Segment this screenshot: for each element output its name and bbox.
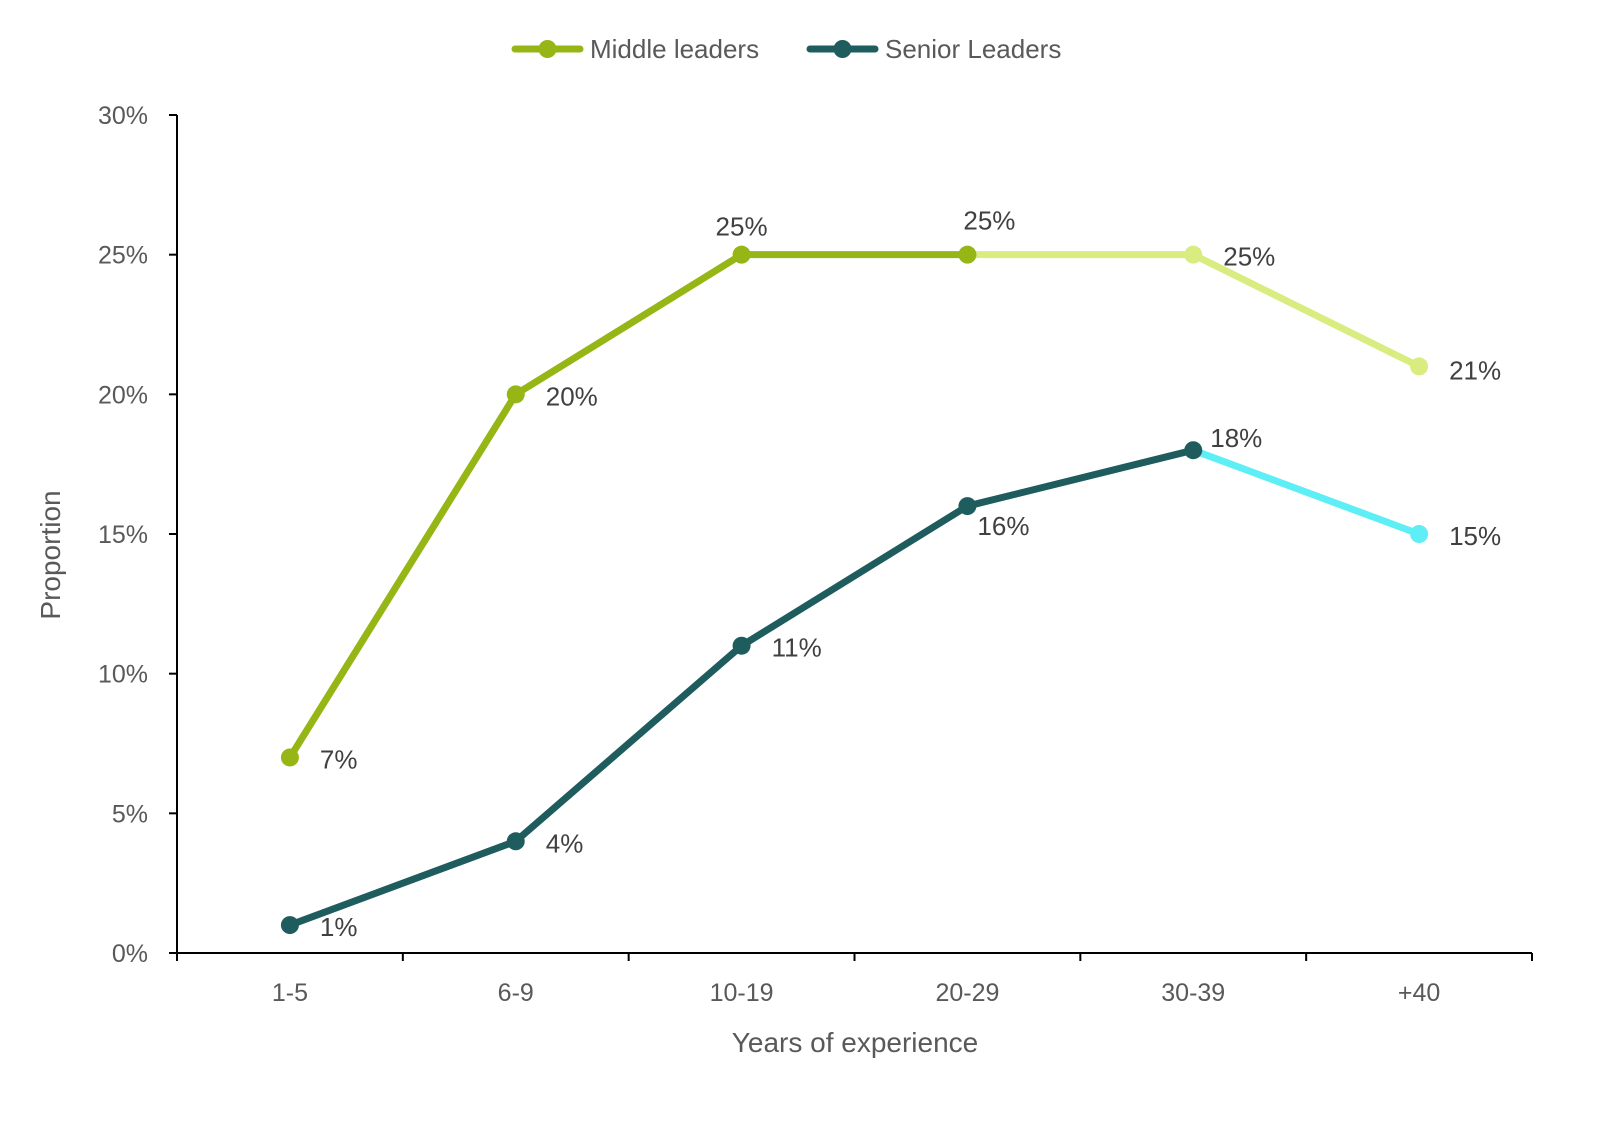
y-tick-label: 20% bbox=[98, 381, 148, 409]
data-point-middle-leaders bbox=[958, 245, 977, 264]
y-tick-label: 10% bbox=[98, 661, 148, 689]
series-senior-leaders: 1% 4% 11% 16% 18% 15% bbox=[280, 423, 1501, 942]
y-tick-label: 25% bbox=[98, 242, 148, 270]
data-point-senior-leaders bbox=[958, 497, 977, 516]
x-tick-label: 1-5 bbox=[272, 979, 308, 1007]
data-point-senior-leaders bbox=[506, 832, 525, 851]
series-middle-leaders: 7% 20% 25% 25% 25% 21% bbox=[280, 206, 1501, 774]
data-label-senior-leaders: 11% bbox=[772, 633, 822, 663]
y-tick-label: 0% bbox=[112, 940, 148, 968]
x-tick-label: 6-9 bbox=[498, 979, 534, 1007]
data-label-middle-leaders: 7% bbox=[320, 744, 358, 774]
data-label-middle-leaders: 25% bbox=[716, 212, 768, 242]
data-label-senior-leaders: 16% bbox=[977, 511, 1029, 541]
y-tick-label: 15% bbox=[98, 521, 148, 549]
plot-area: 7% 20% 25% 25% 25% 21% 1% 4% 11% 16% 18% 15% bbox=[280, 206, 1501, 942]
x-tick-label: +40 bbox=[1398, 979, 1440, 1007]
y-axis-title: Proportion bbox=[35, 490, 66, 619]
y-tick-label: 5% bbox=[112, 800, 148, 828]
data-label-senior-leaders: 15% bbox=[1449, 521, 1501, 551]
legend-label-middle-leaders: Middle leaders bbox=[590, 34, 759, 64]
x-axis-title: Years of experience bbox=[732, 1027, 978, 1058]
x-tick-label: 30-39 bbox=[1161, 979, 1225, 1007]
legend-label-senior-leaders: Senior Leaders bbox=[885, 34, 1061, 64]
legend: Middle leaders Senior Leaders bbox=[511, 34, 1061, 64]
axes: 0% 5% 10% 15% 20% 25% 30% 1-5 6-9 10-19 20-29 30-39… bbox=[98, 102, 1533, 1007]
series-segment-middle-leaders bbox=[1189, 251, 1423, 370]
x-tick-label: 10-19 bbox=[710, 979, 774, 1007]
series-segment-senior-leaders bbox=[512, 642, 746, 845]
series-segment-senior-leaders bbox=[738, 502, 971, 650]
data-label-senior-leaders: 1% bbox=[320, 912, 358, 942]
data-point-senior-leaders bbox=[1410, 525, 1429, 543]
legend-marker-senior-leaders bbox=[833, 40, 852, 58]
data-label-middle-leaders: 20% bbox=[546, 381, 598, 411]
series-segment-senior-leaders bbox=[963, 446, 1197, 510]
data-label-middle-leaders: 21% bbox=[1449, 355, 1501, 385]
data-label-middle-leaders: 25% bbox=[1223, 242, 1275, 272]
data-point-middle-leaders bbox=[506, 385, 525, 404]
series-segment-senior-leaders bbox=[286, 837, 520, 929]
series-segment-middle-leaders bbox=[286, 390, 520, 761]
y-tick-label: 30% bbox=[98, 102, 148, 130]
data-point-middle-leaders bbox=[1410, 357, 1429, 376]
legend-marker-middle-leaders bbox=[538, 40, 557, 58]
data-point-middle-leaders bbox=[732, 245, 751, 264]
data-label-middle-leaders: 25% bbox=[963, 206, 1015, 236]
data-point-middle-leaders bbox=[1184, 245, 1203, 264]
data-label-senior-leaders: 18% bbox=[1210, 423, 1262, 453]
data-point-senior-leaders bbox=[732, 636, 751, 655]
data-point-senior-leaders bbox=[280, 916, 299, 935]
x-tick-label: 20-29 bbox=[935, 979, 999, 1007]
series-segment-senior-leaders bbox=[1189, 446, 1423, 538]
data-label-senior-leaders: 4% bbox=[546, 828, 584, 858]
series-segment-middle-leaders bbox=[512, 251, 746, 398]
data-point-middle-leaders bbox=[280, 748, 299, 767]
data-point-senior-leaders bbox=[1184, 441, 1203, 460]
